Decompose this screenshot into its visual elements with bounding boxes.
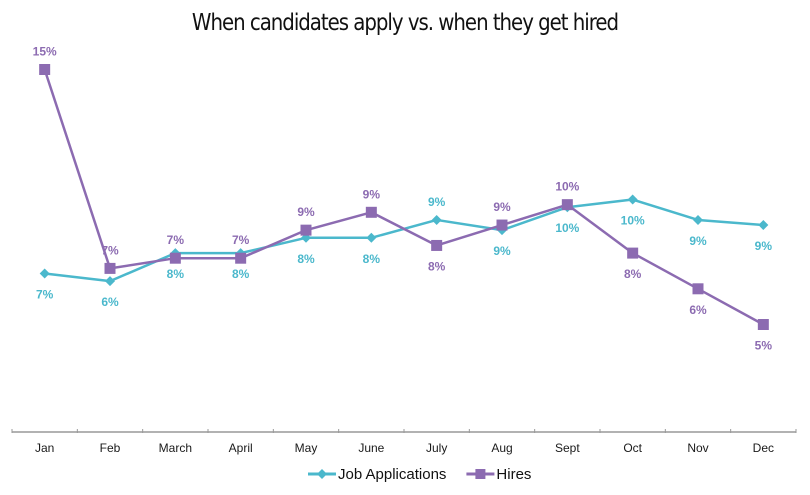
x-axis: Jan Feb March April May June July Aug Sept Oct Nov… xyxy=(11,429,797,455)
data-point-square xyxy=(365,206,377,218)
x-tick-label: Sept xyxy=(555,441,580,455)
data-label: 15% xyxy=(33,45,57,59)
legend-marker-diamond xyxy=(317,469,327,479)
data-label: 7% xyxy=(36,288,54,302)
data-label: 5% xyxy=(755,339,773,353)
data-label: 7% xyxy=(232,233,250,247)
data-point-diamond xyxy=(693,214,703,225)
series-line-hires xyxy=(43,69,764,326)
x-tick-label: Feb xyxy=(100,441,121,455)
data-point-square xyxy=(300,224,312,236)
x-tick-label: Nov xyxy=(687,441,708,455)
data-label: 9% xyxy=(493,200,511,214)
chart-title: When candidates apply vs. when they get … xyxy=(191,10,619,36)
data-label: 8% xyxy=(428,259,446,273)
data-point-square xyxy=(561,199,573,211)
data-point-diamond xyxy=(366,232,377,243)
data-label: 9% xyxy=(363,187,381,201)
data-label: 9% xyxy=(428,195,446,209)
data-point-diamond xyxy=(105,276,115,287)
data-label: 8% xyxy=(624,267,642,281)
x-tick-label: April xyxy=(229,441,253,455)
data-point-square xyxy=(235,252,247,264)
data-point-square xyxy=(692,283,704,295)
data-point-square xyxy=(39,64,51,75)
data-label: 8% xyxy=(297,252,315,266)
legend-label: Job Applications xyxy=(338,466,446,483)
data-label: 7% xyxy=(101,243,119,257)
data-point-square xyxy=(104,262,116,274)
data-point-diamond xyxy=(758,220,769,231)
data-label: 9% xyxy=(755,239,773,253)
data-point-square xyxy=(496,219,508,231)
data-label: 9% xyxy=(689,234,707,248)
x-tick-label: Aug xyxy=(491,441,512,455)
x-tick-label: July xyxy=(426,441,447,455)
x-tick-label: Jan xyxy=(35,441,54,455)
data-point-diamond xyxy=(39,268,50,279)
data-label: 6% xyxy=(101,295,119,309)
data-label: 9% xyxy=(493,244,511,258)
data-label: 10% xyxy=(621,214,645,228)
data-point-square xyxy=(757,319,769,330)
data-label: 10% xyxy=(555,221,579,235)
x-tick-label: March xyxy=(159,441,192,455)
legend: Job Applications Hires xyxy=(308,466,531,483)
data-point-diamond xyxy=(627,194,638,205)
data-point-square xyxy=(431,239,443,251)
x-tick-label: June xyxy=(358,441,384,455)
x-tick-label: Oct xyxy=(623,441,642,455)
data-point-diamond xyxy=(431,214,442,225)
legend-marker-square xyxy=(475,469,486,479)
data-label: 6% xyxy=(689,303,707,317)
data-label: 9% xyxy=(297,205,315,219)
data-labels: 7% 6% 8% 8% 8% 8% 9% 9% 10% 10% 9% 9% 15% 7% 7% 7% 9% 9% 8… xyxy=(33,45,773,353)
x-tick-label: May xyxy=(295,441,318,455)
data-label: 10% xyxy=(555,180,579,194)
series-line-job-applications xyxy=(44,198,764,283)
legend-label: Hires xyxy=(496,466,531,483)
data-label: 7% xyxy=(167,233,185,247)
data-label: 8% xyxy=(167,267,185,281)
x-tick-label: Dec xyxy=(753,441,774,455)
data-label: 8% xyxy=(232,267,250,281)
data-label: 8% xyxy=(363,252,381,266)
data-point-square xyxy=(169,252,181,264)
data-point-square xyxy=(627,247,639,259)
series-layer xyxy=(39,64,769,330)
